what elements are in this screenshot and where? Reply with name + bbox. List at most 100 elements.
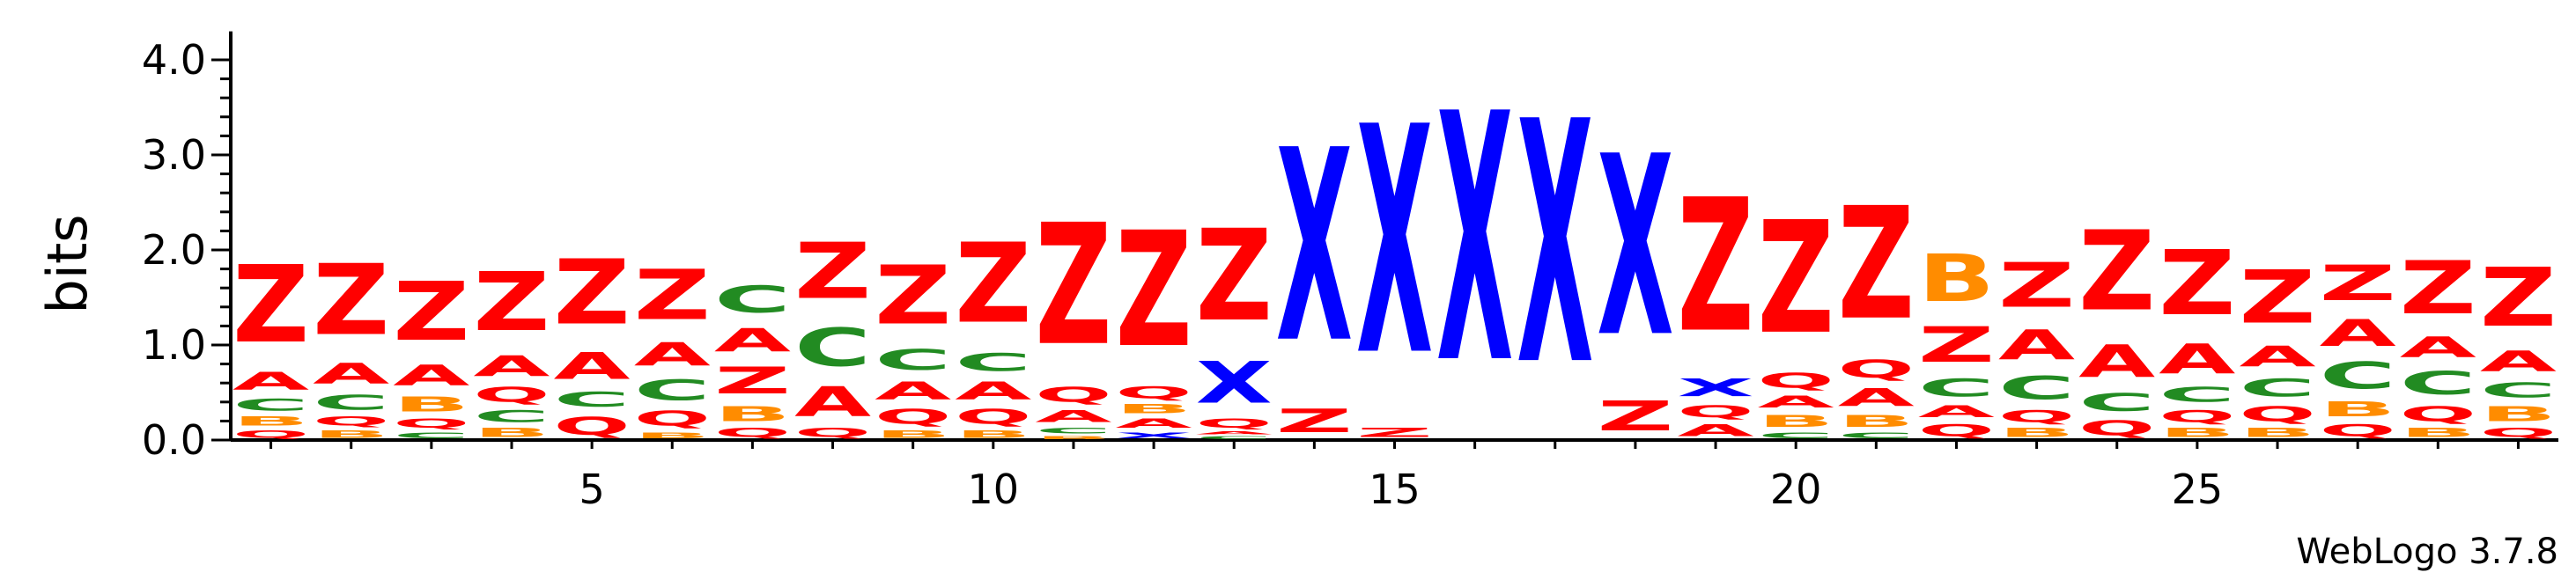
logo-glyph-a: A: [2239, 341, 2315, 374]
logo-glyph-c: C: [1758, 430, 1834, 440]
logo-glyph-c: C: [2159, 384, 2235, 407]
logo-glyph-z: Z: [1276, 402, 1353, 440]
y-tick-label: 1.0: [142, 321, 206, 369]
logo-glyph-z: Z: [634, 255, 711, 335]
logo-glyph-z: Z: [714, 360, 791, 402]
logo-glyph-a: A: [2480, 345, 2557, 378]
logo-glyph-z: Z: [1918, 317, 1995, 374]
logo-glyph-a: A: [794, 378, 872, 426]
logo-glyph-z: Z: [233, 245, 309, 367]
logo-glyph-a: A: [1758, 393, 1835, 412]
logo-glyph-a: A: [1838, 384, 1915, 412]
logo-glyph-b: B: [2159, 426, 2235, 440]
logo-glyph-a: A: [2078, 335, 2156, 387]
y-tick-label: 4.0: [142, 36, 206, 84]
logo-glyph-b: B: [2239, 426, 2315, 440]
logo-glyph-a: A: [393, 359, 469, 393]
logo-glyph-a: A: [714, 321, 791, 359]
x-tick-label: 5: [579, 466, 604, 513]
logo-glyph-x: X: [1677, 374, 1753, 402]
logo-glyph-b: B: [875, 429, 951, 440]
logo-glyph-z: Z: [1116, 199, 1192, 383]
logo-glyph-q: Q: [233, 429, 309, 440]
logo-glyph-a: A: [1035, 407, 1112, 426]
logo-glyph-b: B: [233, 415, 309, 429]
logo-glyph-x: X: [1196, 350, 1273, 416]
logo-glyph-q: Q: [393, 416, 469, 430]
y-tick-label: 3.0: [142, 131, 206, 179]
logo-glyph-c: C: [875, 343, 951, 377]
logo-glyph-q: Q: [875, 405, 951, 429]
x-tick-label: 25: [2172, 466, 2224, 513]
logo-glyph-a: A: [634, 335, 711, 373]
logo-glyph-z: Z: [1597, 393, 1673, 440]
y-axis: 0.0 1.0 2.0 3.0 4.0: [142, 31, 233, 464]
logo-glyph-q: Q: [1677, 402, 1753, 421]
logo-glyph-b: B: [955, 429, 1031, 440]
logo-glyph-c: C: [1035, 426, 1111, 436]
weblogo-credit: WebLogo 3.7.8: [2296, 532, 2558, 572]
logo-glyph-x: X: [1436, 43, 1513, 440]
x-tick-label: 20: [1770, 466, 1822, 513]
logo-glyph-a: A: [313, 357, 389, 391]
logo-glyph-a: A: [2320, 312, 2397, 355]
logo-glyph-a: A: [1998, 322, 2076, 370]
logo-glyph-stacks: QBCAZBQCAZCQBAZBCQAZQCAZBQCAZQBZACQACZBQ…: [233, 43, 2557, 441]
logo-glyph-c: C: [2239, 374, 2315, 402]
logo-glyph-c: C: [2480, 378, 2557, 402]
logo-glyph-c: C: [1918, 374, 1995, 402]
logo-glyph-z: Z: [955, 219, 1031, 348]
logo-glyph-q: Q: [1998, 407, 2075, 426]
logo-glyph-a: A: [233, 367, 310, 395]
logo-glyph-c: C: [714, 278, 791, 321]
logo-glyph-a: A: [2159, 336, 2236, 384]
logo-glyph-b: B: [2320, 398, 2396, 422]
logo-glyph-c: C: [313, 391, 389, 415]
logo-glyph-z: Z: [1035, 189, 1111, 383]
logo-glyph-b: B: [313, 429, 389, 440]
logo-glyph-z: Z: [1356, 426, 1433, 440]
logo-glyph-b: B: [2400, 426, 2476, 440]
logo-glyph-q: Q: [1196, 416, 1273, 430]
logo-glyph-z: Z: [2159, 232, 2235, 336]
logo-glyph-q: Q: [1758, 369, 1834, 393]
logo-glyph-a: A: [1677, 422, 1754, 441]
logo-glyph-z: Z: [2239, 255, 2315, 341]
logo-glyph-q: Q: [2239, 402, 2315, 426]
y-tick-label: 0.0: [142, 416, 206, 464]
logo-glyph-b: B: [1838, 412, 1915, 430]
logo-glyph-q: Q: [2159, 407, 2235, 426]
logo-glyph-x: X: [1597, 103, 1673, 392]
logo-glyph-q: Q: [1035, 383, 1111, 407]
x-tick-label: 10: [968, 466, 1020, 513]
logo-glyph-b: B: [393, 393, 469, 416]
logo-glyph-b: B: [473, 426, 550, 440]
logo-glyph-c: C: [2078, 388, 2155, 416]
logo-glyph-b: B: [634, 430, 711, 440]
logo-glyph-q: Q: [2480, 426, 2557, 440]
logo-glyph-z: Z: [2480, 251, 2557, 345]
logo-glyph-a: A: [1116, 416, 1192, 430]
logo-glyph-q: Q: [714, 426, 791, 440]
logo-glyph-c: C: [634, 373, 711, 407]
logo-glyph-x: X: [1276, 95, 1353, 401]
logo-glyph-b: B: [1758, 412, 1834, 430]
logo-glyph-b: B: [2480, 402, 2557, 426]
logo-glyph-a: A: [1196, 430, 1273, 435]
logo-glyph-a: A: [554, 345, 631, 387]
logo-glyph-z: Z: [554, 242, 631, 346]
logo-glyph-b: B: [1998, 426, 2075, 440]
logo-glyph-c: C: [794, 318, 871, 379]
x-axis: 5 10 15 20 25: [231, 438, 2558, 513]
logo-glyph-q: Q: [2078, 416, 2155, 440]
logo-glyph-c: C: [2400, 364, 2476, 402]
y-tick-label: 2.0: [142, 226, 206, 274]
logo-glyph-a: A: [875, 377, 952, 405]
logo-glyph-z: Z: [1758, 189, 1834, 369]
logo-glyph-c: C: [233, 395, 309, 415]
logo-glyph-c: C: [554, 388, 631, 412]
logo-glyph-z: Z: [1838, 175, 1915, 355]
logo-glyph-q: Q: [313, 415, 389, 429]
logo-glyph-q: Q: [473, 383, 550, 407]
